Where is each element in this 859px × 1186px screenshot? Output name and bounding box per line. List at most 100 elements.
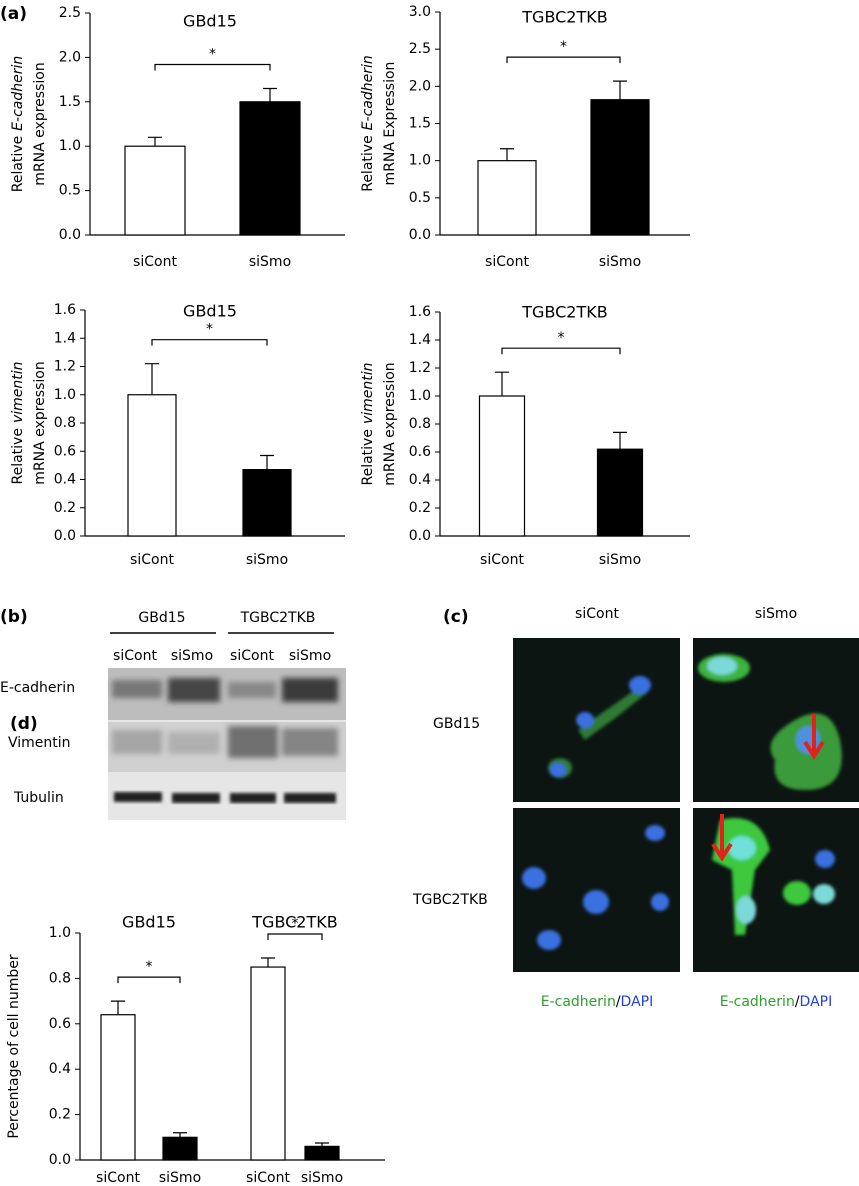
y-axis-label-part: mRNA expression xyxy=(382,362,398,485)
y-tick-label: 0.5 xyxy=(59,183,81,199)
error-bar xyxy=(145,363,159,395)
y-axis-label: mRNA expression xyxy=(32,62,48,185)
chart-title: GBd15 xyxy=(183,12,237,31)
panel-label: (d) xyxy=(10,714,38,734)
caption: E-cadherin/DAPI xyxy=(720,994,832,1010)
y-axis-label-part: vimentin xyxy=(10,361,26,423)
column-label: siCont xyxy=(575,606,619,622)
y-tick-label: 1.6 xyxy=(54,302,76,318)
y-tick-label: 2.5 xyxy=(59,5,81,21)
y-tick-label: 1.4 xyxy=(54,330,76,346)
chart: 0.0 0.2 0.4 0.6 0.8 1.0 Percentage of cell num… xyxy=(6,913,385,1186)
significance-bracket xyxy=(117,976,181,984)
x-tick-label: siCont xyxy=(485,254,529,270)
y-axis-label-part: mRNA expression xyxy=(32,361,48,484)
cells xyxy=(522,654,842,950)
x-tick-label: siSmo xyxy=(599,254,641,270)
x-tick-label: siCont xyxy=(133,254,177,270)
y-axis-label: Relative vimentin xyxy=(10,361,26,484)
y-axis-label: Relative E-cadherin xyxy=(360,55,376,192)
y-axis-label-part: Relative xyxy=(360,135,376,191)
blot-lane: siSmo xyxy=(289,648,331,664)
y-tick-label: 0.0 xyxy=(59,227,81,243)
y-axis-label-part: vimentin xyxy=(360,362,376,424)
panel-label: (c) xyxy=(443,607,469,627)
y-axis-label-part: E-cadherin xyxy=(360,55,376,130)
caption: E-cadherin/DAPI xyxy=(541,994,653,1010)
caption-part: / xyxy=(795,994,800,1010)
y-tick-label: 0.6 xyxy=(49,1016,71,1032)
chart: 0.0 0.2 0.4 0.6 0.8 1.0 1.2 1.4 1.6 TGBC2TKB Relat… xyxy=(360,303,690,568)
y-tick-label: 1.0 xyxy=(49,925,71,941)
bar xyxy=(596,448,644,537)
bar xyxy=(242,469,292,537)
error-bar xyxy=(495,371,509,396)
y-tick-label: 0.2 xyxy=(409,500,431,516)
blot-group: TGBC2TKB xyxy=(240,610,316,626)
y-tick-label: 1.2 xyxy=(409,360,431,376)
significance-bracket xyxy=(501,347,621,355)
y-axis-label: mRNA expression xyxy=(32,361,48,484)
panel-label: (a) xyxy=(0,4,27,24)
x-tick-label: siSmo xyxy=(159,1170,201,1186)
caption-part: / xyxy=(616,994,621,1010)
y-tick-label: 1.6 xyxy=(409,304,431,320)
x-tick-label: siSmo xyxy=(301,1170,343,1186)
x-tick-label: siSmo xyxy=(246,552,288,568)
y-tick-label: 0.2 xyxy=(49,1107,71,1123)
column-label: siSmo xyxy=(755,606,797,622)
bands xyxy=(112,678,338,758)
significance-bracket xyxy=(154,63,271,71)
error-bar xyxy=(613,431,627,450)
error-bar xyxy=(315,1142,329,1147)
y-axis-label-part: Relative xyxy=(360,429,376,485)
significance-label: * xyxy=(206,322,213,338)
y-tick-label: 0.8 xyxy=(49,970,71,986)
bar xyxy=(162,1136,198,1161)
chart: 0.0 0.2 0.4 0.6 0.8 1.0 1.2 1.4 1.6 GBd15 Relative… xyxy=(10,302,345,568)
caption-part: E-cadherin xyxy=(541,994,616,1010)
y-tick-label: 2.0 xyxy=(409,78,431,94)
significance-label: * xyxy=(292,916,299,932)
y-tick-label: 0.6 xyxy=(54,443,76,459)
bar xyxy=(239,101,301,236)
chart: 0.0 0.5 1.0 1.5 2.0 2.5 3.0 TGBC2TKB Relative E-c… xyxy=(360,4,690,270)
caption-part: DAPI xyxy=(621,994,654,1010)
significance-bracket xyxy=(267,933,323,940)
y-axis-label: mRNA Expression xyxy=(382,62,398,186)
y-tick-label: 2.0 xyxy=(59,49,81,65)
error-bar xyxy=(613,80,627,100)
bar xyxy=(477,160,537,236)
y-tick-label: 0.0 xyxy=(409,227,431,243)
blot-group: GBd15 xyxy=(138,610,185,626)
y-tick-label: 1.0 xyxy=(59,138,81,154)
y-axis-label-part: E-cadherin xyxy=(10,56,26,131)
x-tick-label: siCont xyxy=(480,552,524,568)
chart-title: TGBC2TKB xyxy=(521,303,607,322)
y-tick-label: 0.8 xyxy=(54,415,76,431)
y-tick-label: 0.5 xyxy=(409,190,431,206)
y-tick-label: 1.5 xyxy=(409,116,431,132)
error-bar xyxy=(500,148,514,161)
y-tick-label: 0.2 xyxy=(54,500,76,516)
blot-lane: siCont xyxy=(230,648,274,664)
error-bar xyxy=(263,87,277,102)
microscopy: siCont siSmo GBd15 TGBC2TKB xyxy=(412,606,859,1010)
x-tick-label: siSmo xyxy=(249,254,291,270)
error-bar xyxy=(261,957,275,968)
y-axis-label-part: Percentage of cell number xyxy=(6,954,22,1139)
error-bar xyxy=(173,1132,187,1138)
bar xyxy=(304,1145,340,1161)
y-tick-label: 0.0 xyxy=(54,528,76,544)
y-tick-label: 3.0 xyxy=(409,4,431,20)
bar xyxy=(124,145,186,236)
y-axis-label-part: mRNA expression xyxy=(32,62,48,185)
caption-part: E-cadherin xyxy=(720,994,795,1010)
x-tick-label: siCont xyxy=(96,1170,140,1186)
y-tick-label: 1.0 xyxy=(409,388,431,404)
blot-row: Vimentin xyxy=(8,735,71,751)
group-label: GBd15 xyxy=(122,913,176,932)
x-tick-label: siCont xyxy=(130,552,174,568)
